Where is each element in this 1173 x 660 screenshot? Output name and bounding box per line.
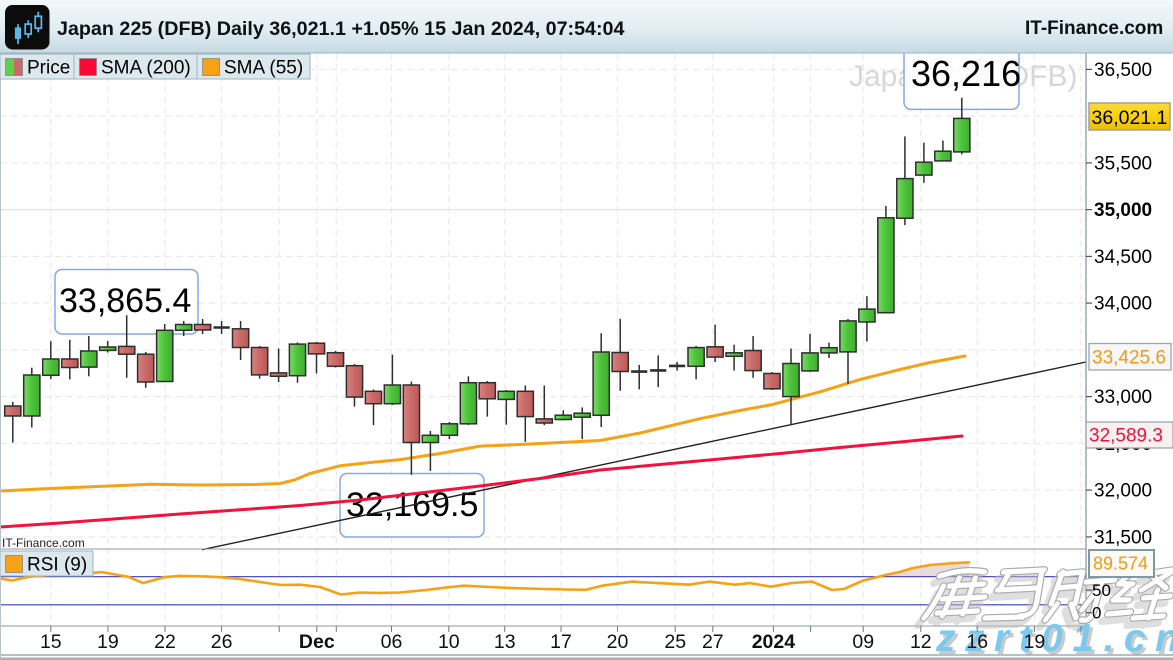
svg-text:09: 09 <box>852 631 874 653</box>
svg-text:31,500: 31,500 <box>1094 527 1152 548</box>
svg-text:36,500: 36,500 <box>1094 60 1152 81</box>
svg-text:19: 19 <box>97 631 119 653</box>
svg-text:35,500: 35,500 <box>1094 153 1152 174</box>
svg-text:34,500: 34,500 <box>1094 247 1152 268</box>
svg-text:17: 17 <box>550 631 572 653</box>
svg-text:Dec: Dec <box>299 631 335 653</box>
svg-text:20: 20 <box>607 631 629 653</box>
svg-text:Japan 225 (DFB) Daily 36,021.1: Japan 225 (DFB) Daily 36,021.1 +1.05% 15… <box>57 18 625 40</box>
svg-text:26: 26 <box>211 631 233 653</box>
svg-text:15: 15 <box>40 631 62 653</box>
svg-text:22: 22 <box>154 631 176 653</box>
svg-text:2024: 2024 <box>752 631 796 653</box>
svg-text:SMA (55): SMA (55) <box>224 58 303 79</box>
svg-text:06: 06 <box>381 631 403 653</box>
svg-text:12: 12 <box>910 631 932 653</box>
svg-text:33,865.4: 33,865.4 <box>59 282 191 320</box>
svg-text:50: 50 <box>1092 581 1111 600</box>
svg-text:13: 13 <box>494 631 516 653</box>
svg-text:RSI (9): RSI (9) <box>27 555 87 576</box>
svg-text:19: 19 <box>1024 631 1046 653</box>
svg-text:36,021.1: 36,021.1 <box>1092 107 1168 129</box>
svg-text:16: 16 <box>966 631 988 653</box>
svg-text:zzrt01.cn: zzrt01.cn <box>935 617 1173 660</box>
svg-text:10: 10 <box>438 631 460 653</box>
svg-text:33,000: 33,000 <box>1094 387 1152 408</box>
svg-text:32,000: 32,000 <box>1094 481 1152 502</box>
svg-text:27: 27 <box>702 631 724 653</box>
svg-text:Price: Price <box>27 58 70 79</box>
svg-text:SMA (200): SMA (200) <box>101 58 191 79</box>
svg-text:33,425.6: 33,425.6 <box>1092 348 1166 369</box>
svg-text:34,000: 34,000 <box>1094 294 1152 315</box>
svg-text:25: 25 <box>664 631 686 653</box>
svg-text:32,589.3: 32,589.3 <box>1089 426 1163 447</box>
svg-text:0: 0 <box>1092 604 1101 623</box>
svg-text:35,000: 35,000 <box>1094 200 1152 221</box>
svg-text:36,216: 36,216 <box>911 53 1021 94</box>
svg-text:89.574: 89.574 <box>1093 554 1148 574</box>
svg-text:IT-Finance.com: IT-Finance.com <box>1025 18 1163 39</box>
svg-text:IT-Finance.com: IT-Finance.com <box>2 536 85 550</box>
